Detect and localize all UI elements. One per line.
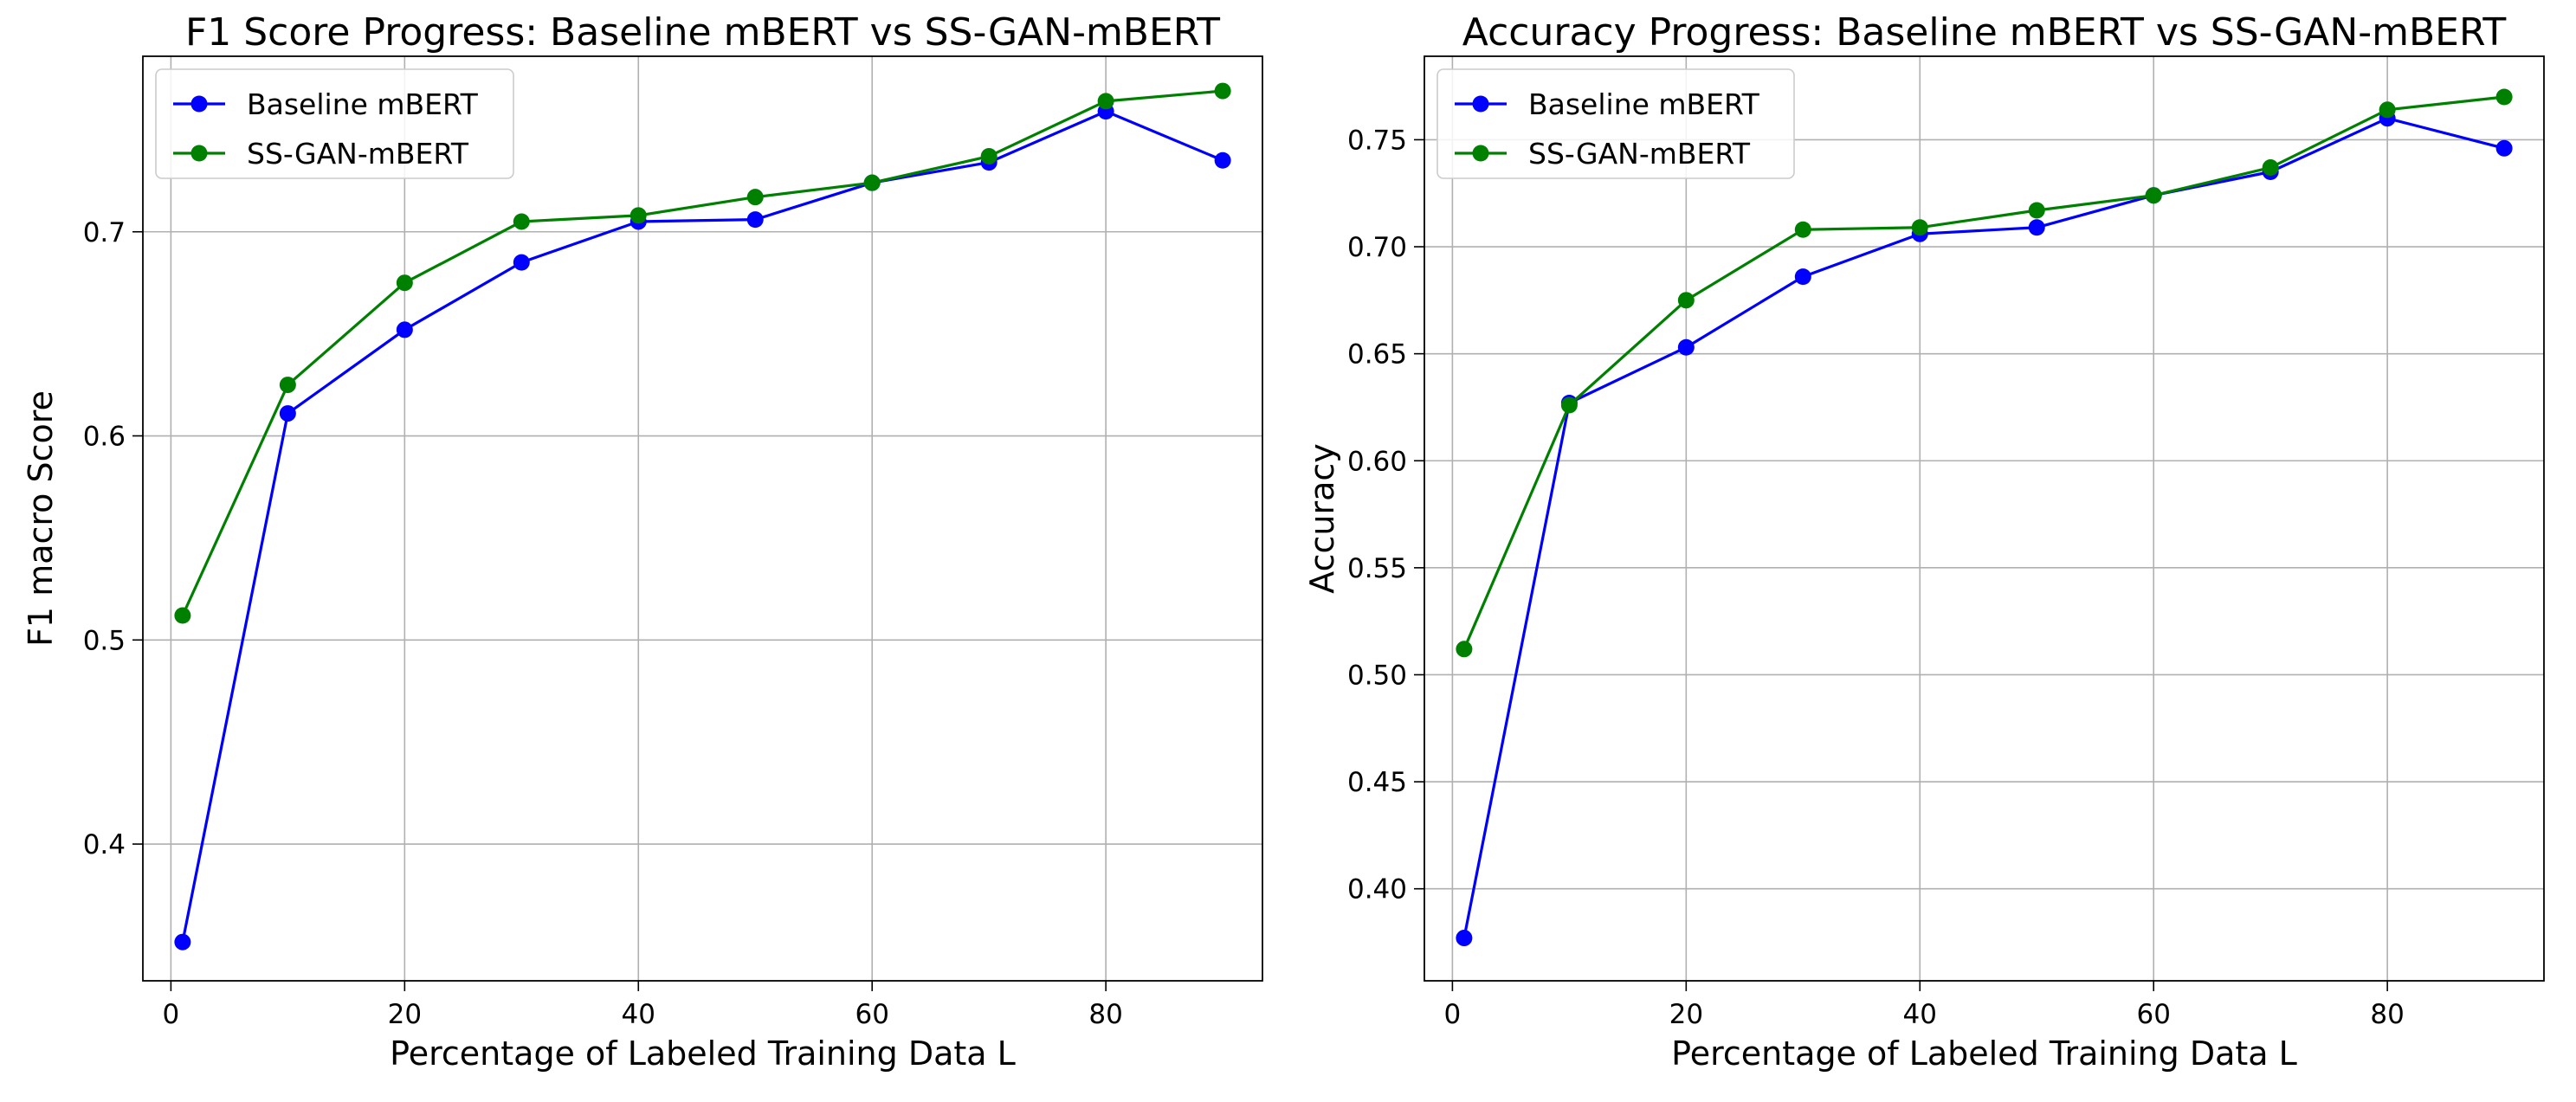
- series-line: [181, 110, 1223, 943]
- x-axis-label: Percentage of Labeled Training Data L: [1671, 1034, 2297, 1073]
- data-point: [1677, 338, 1695, 356]
- legend-label: SS-GAN-mBERT: [247, 137, 469, 171]
- y-tick-label: 0.50: [1347, 660, 1407, 691]
- series-line: [1462, 95, 2505, 650]
- x-axis-label: Percentage of Labeled Training Data L: [390, 1034, 1016, 1073]
- y-axis: 0.4 0.5 0.6 0.7: [83, 217, 143, 860]
- legend-label: Baseline mBERT: [1528, 87, 1760, 121]
- data-point: [2495, 139, 2513, 157]
- x-tick-label: 80: [1088, 999, 1122, 1030]
- legend-label: SS-GAN-mBERT: [1528, 137, 1751, 171]
- x-tick-label: 60: [2136, 999, 2170, 1030]
- x-axis: 0 20 40 60 80: [1444, 981, 2405, 1030]
- data-point: [2028, 219, 2045, 236]
- chart-title: F1 Score Progress: Baseline mBERT vs SS-…: [185, 10, 1220, 55]
- data-point: [2495, 88, 2513, 106]
- data-point: [513, 254, 530, 271]
- plot-frame: [142, 55, 1263, 982]
- data-point: [396, 321, 413, 338]
- data-point: [513, 213, 530, 230]
- data-point: [174, 607, 191, 624]
- grid: [1424, 56, 2544, 981]
- data-point: [279, 405, 296, 422]
- chart-panel-2: 0 20 40 60 80 0.40 0.45 0.50 0.55 0.60 0.65 0.70 0.7…: [1303, 10, 2545, 1073]
- data-point: [746, 211, 764, 229]
- y-tick-label: 0.55: [1347, 553, 1407, 584]
- legend-marker: [1472, 145, 1489, 162]
- series-line: [181, 89, 1223, 616]
- data-point: [2145, 187, 2162, 204]
- grid: [143, 56, 1262, 981]
- data-point: [746, 189, 764, 206]
- data-point: [396, 274, 413, 292]
- y-tick-label: 0.70: [1347, 232, 1407, 263]
- series-line: [1462, 117, 2505, 938]
- chart-title: Accuracy Progress: Baseline mBERT vs SS-…: [1462, 10, 2507, 55]
- x-axis: 0 20 40 60 80: [163, 981, 1123, 1030]
- x-tick-label: 20: [1669, 999, 1703, 1030]
- data-point: [2028, 202, 2045, 219]
- y-tick-label: 0.45: [1347, 767, 1407, 798]
- data-point: [1911, 219, 1928, 236]
- data-point: [1677, 292, 1695, 309]
- chart-panel-1: 0 20 40 60 80 0.4 0.5 0.6 0.7 Baseline mBERT SS-GA…: [22, 10, 1263, 1073]
- data-point: [1794, 221, 1811, 238]
- x-tick-label: 40: [1903, 999, 1937, 1030]
- legend-label: Baseline mBERT: [247, 87, 479, 121]
- data-point: [174, 933, 191, 951]
- legend-marker: [190, 95, 208, 113]
- legend-marker: [1472, 95, 1489, 113]
- y-tick-label: 0.6: [83, 422, 126, 453]
- x-tick-label: 0: [163, 999, 180, 1030]
- legend: Baseline mBERT SS-GAN-mBERT: [1436, 68, 1795, 179]
- data-point: [2262, 159, 2279, 177]
- data-point: [1794, 268, 1811, 286]
- y-tick-label: 0.5: [83, 625, 126, 656]
- data-point: [1214, 82, 1231, 100]
- y-tick-label: 0.40: [1347, 874, 1407, 905]
- x-tick-label: 80: [2370, 999, 2404, 1030]
- y-axis-label: Accuracy: [1303, 443, 1341, 594]
- series-ss-gan-mbert: [1456, 88, 2513, 658]
- data-point: [980, 148, 997, 165]
- series-baseline-mbert: [174, 103, 1231, 951]
- x-tick-label: 40: [622, 999, 655, 1030]
- y-axis: 0.40 0.45 0.50 0.55 0.60 0.65 0.70 0.75: [1347, 125, 1424, 905]
- series-baseline-mbert: [1456, 110, 2513, 947]
- x-tick-label: 20: [388, 999, 422, 1030]
- data-point: [1456, 930, 1473, 947]
- y-tick-label: 0.65: [1347, 339, 1407, 371]
- data-point: [1214, 151, 1231, 169]
- x-tick-label: 0: [1444, 999, 1462, 1030]
- data-point: [629, 207, 647, 224]
- series-ss-gan-mbert: [174, 82, 1231, 624]
- plot-frame: [1424, 55, 2545, 982]
- y-tick-label: 0.4: [83, 829, 126, 860]
- legend: Baseline mBERT SS-GAN-mBERT: [155, 68, 514, 179]
- data-point: [1560, 396, 1578, 414]
- legend-box: [155, 68, 514, 179]
- data-point: [863, 174, 881, 191]
- data-point: [1456, 641, 1473, 658]
- x-tick-label: 60: [855, 999, 888, 1030]
- y-tick-label: 0.75: [1347, 125, 1407, 156]
- data-point: [1097, 93, 1114, 110]
- data-point: [2379, 101, 2396, 119]
- y-tick-label: 0.60: [1347, 446, 1407, 477]
- data-point: [279, 377, 296, 394]
- y-axis-label: F1 macro Score: [22, 390, 60, 647]
- legend-box: [1436, 68, 1795, 179]
- y-tick-label: 0.7: [83, 217, 126, 248]
- legend-marker: [190, 145, 208, 162]
